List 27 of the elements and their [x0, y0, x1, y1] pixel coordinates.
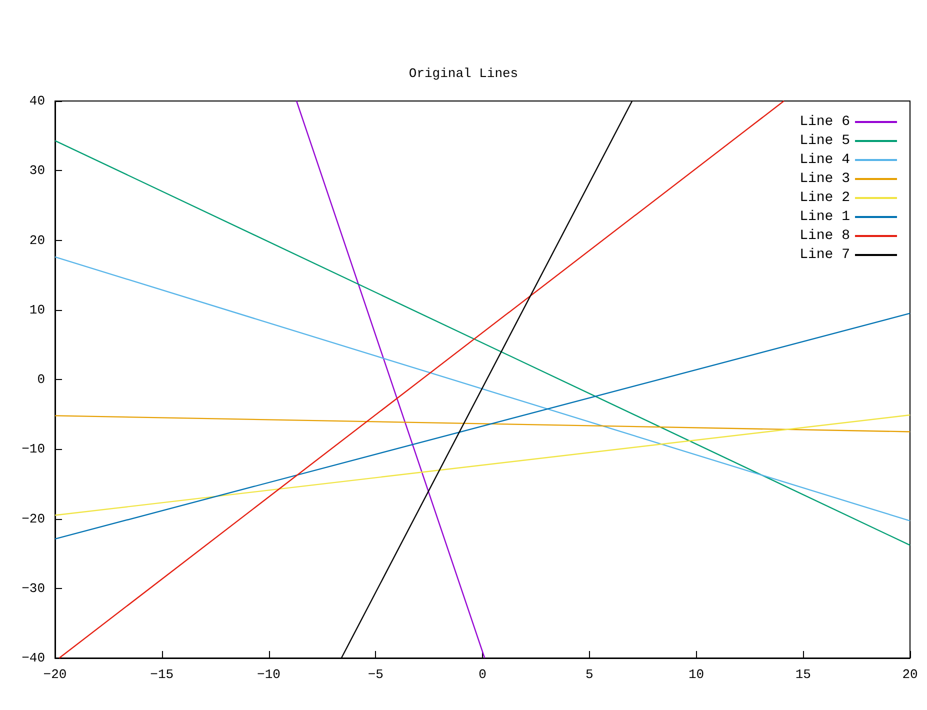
y-tick-label: −40 [22, 650, 45, 666]
x-tick-label: −20 [43, 667, 67, 682]
legend-label: Line 5 [800, 133, 850, 149]
y-tick-label: 20 [29, 232, 45, 248]
y-tick-label: 10 [29, 302, 45, 318]
legend-label: Line 2 [800, 190, 850, 206]
y-tick-label: −20 [22, 511, 45, 526]
y-tick-label: 40 [29, 94, 45, 108]
legend-label: Line 8 [800, 228, 850, 244]
x-tick-label: 15 [795, 667, 811, 682]
x-tick-label: 10 [688, 667, 704, 682]
x-tick-label: −10 [257, 667, 280, 682]
legend-label: Line 1 [800, 209, 850, 225]
y-tick-label: 30 [29, 163, 45, 178]
legend-label: Line 7 [800, 247, 850, 263]
x-tick-label: 20 [902, 667, 918, 682]
x-tick-label: 5 [585, 667, 594, 682]
legend-label: Line 3 [800, 171, 850, 187]
legend-label: Line 4 [800, 152, 850, 168]
y-tick-label: 0 [37, 372, 45, 387]
legend-label: Line 6 [800, 114, 850, 130]
x-tick-label: −15 [150, 667, 174, 682]
x-tick-label: −5 [368, 667, 384, 682]
chart-title: Original Lines [408, 66, 518, 81]
y-tick-label: −30 [22, 580, 45, 596]
y-tick-label: −10 [22, 442, 45, 457]
x-tick-label: 0 [478, 667, 486, 682]
